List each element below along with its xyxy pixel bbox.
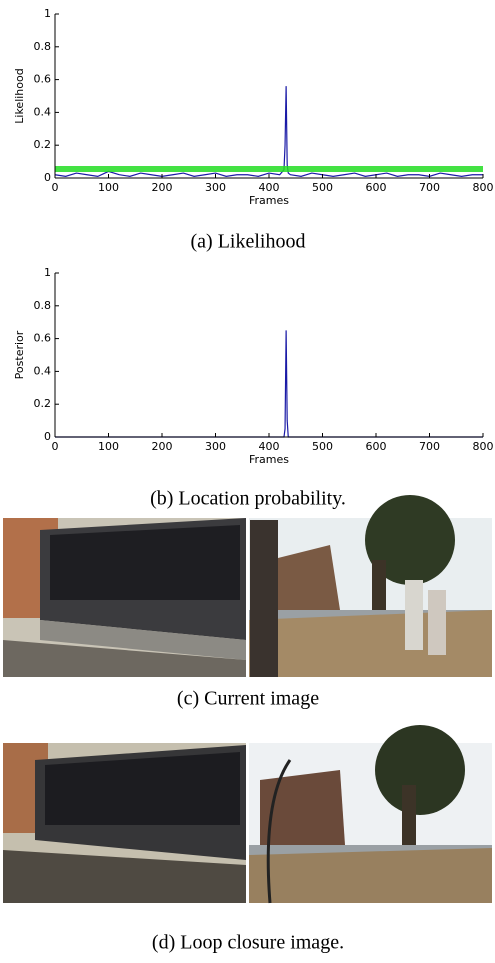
y-tick-label: 1 <box>44 266 51 279</box>
x-tick-label: 300 <box>205 440 226 453</box>
x-tick-label: 600 <box>366 440 387 453</box>
x-tick-label: 800 <box>473 181 494 194</box>
x-axis-label: Frames <box>249 194 289 207</box>
x-tick-label: 100 <box>98 181 119 194</box>
caption: (d) Loop closure image. <box>152 932 344 954</box>
y-tick-label: 0.4 <box>34 105 52 118</box>
y-tick-label: 0.6 <box>34 332 52 345</box>
x-tick-label: 600 <box>366 181 387 194</box>
y-tick-label: 0.2 <box>34 397 52 410</box>
loop-closure-image <box>3 725 492 903</box>
y-tick-label: 0.4 <box>34 364 52 377</box>
x-tick-label: 400 <box>259 181 280 194</box>
x-tick-label: 800 <box>473 440 494 453</box>
data-line <box>55 330 483 437</box>
x-tick-label: 500 <box>312 440 333 453</box>
x-tick-label: 300 <box>205 181 226 194</box>
caption: (c) Current image <box>177 688 319 710</box>
y-tick-label: 1 <box>44 7 51 20</box>
y-tick-label: 0 <box>44 430 51 443</box>
y-tick-label: 0 <box>44 171 51 184</box>
x-tick-label: 200 <box>152 440 173 453</box>
x-tick-label: 100 <box>98 440 119 453</box>
caption: (b) Location probability. <box>150 488 346 510</box>
x-tick-label: 500 <box>312 181 333 194</box>
x-tick-label: 700 <box>419 181 440 194</box>
y-tick-label: 0.8 <box>34 40 52 53</box>
y-tick-label: 0.6 <box>34 73 52 86</box>
page: 00.20.40.60.810100200300400500600700800F… <box>0 0 495 963</box>
y-axis-label: Posterior <box>13 330 26 379</box>
y-axis-label: Likelihood <box>13 68 26 123</box>
x-tick-label: 0 <box>52 440 59 453</box>
y-tick-label: 0.8 <box>34 299 52 312</box>
x-tick-label: 200 <box>152 181 173 194</box>
x-axis-label: Frames <box>249 453 289 466</box>
current-image <box>3 495 492 677</box>
y-tick-label: 0.2 <box>34 138 52 151</box>
x-tick-label: 0 <box>52 181 59 194</box>
figure: 00.20.40.60.810100200300400500600700800F… <box>0 0 495 963</box>
x-tick-label: 400 <box>259 440 280 453</box>
x-tick-label: 700 <box>419 440 440 453</box>
caption: (a) Likelihood <box>191 231 306 253</box>
data-line <box>55 86 483 176</box>
